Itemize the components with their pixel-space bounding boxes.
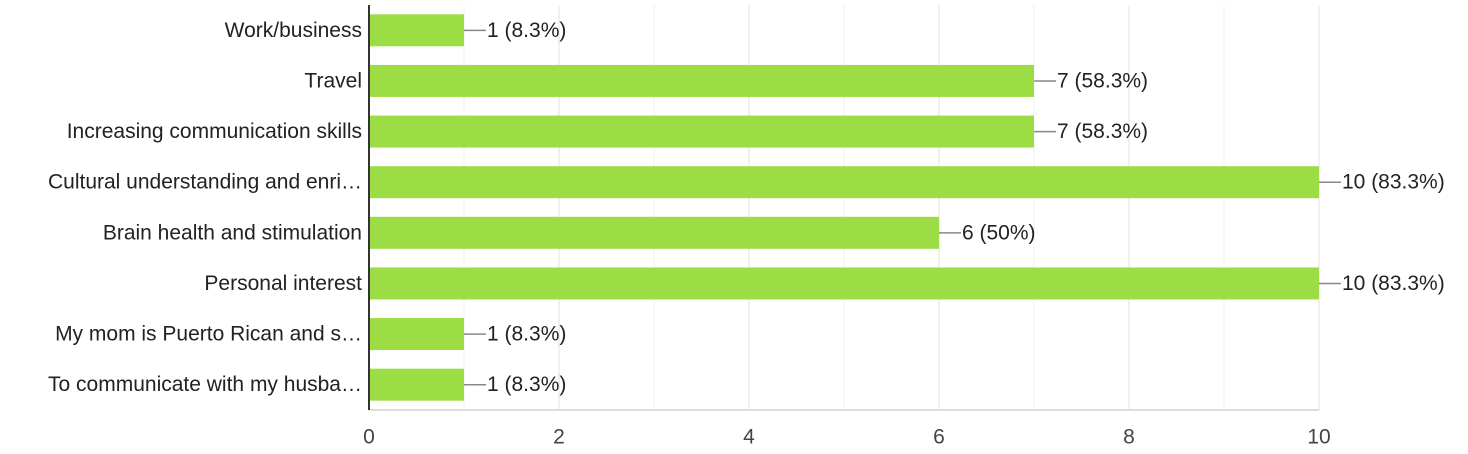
y-tick-label: Work/business	[225, 19, 362, 42]
y-tick-label: Increasing communication skills	[67, 120, 362, 143]
x-tick-label: 4	[743, 426, 755, 449]
bar	[369, 166, 1319, 199]
bar	[369, 64, 1034, 97]
value-label: 1 (8.3%)	[487, 19, 566, 42]
value-label: 6 (50%)	[962, 221, 1036, 244]
x-tick-label: 0	[363, 426, 375, 449]
bar	[369, 14, 464, 47]
x-tick-label: 10	[1307, 426, 1330, 449]
bar	[369, 216, 939, 249]
value-label: 1 (8.3%)	[487, 323, 566, 346]
value-label: 7 (58.3%)	[1057, 69, 1148, 92]
bar	[369, 368, 464, 401]
y-tick-label: Personal interest	[204, 272, 362, 295]
value-label: 10 (83.3%)	[1342, 272, 1445, 295]
y-tick-label: Cultural understanding and enri…	[48, 171, 362, 194]
x-tick-label: 8	[1123, 426, 1135, 449]
bar	[369, 115, 1034, 148]
y-tick-label: To communicate with my husba…	[48, 373, 362, 396]
value-label: 10 (83.3%)	[1342, 171, 1445, 194]
bar	[369, 318, 464, 351]
y-tick-label: Travel	[304, 69, 362, 92]
value-label: 1 (8.3%)	[487, 373, 566, 396]
x-tick-label: 2	[553, 426, 565, 449]
y-tick-label: Brain health and stimulation	[103, 221, 362, 244]
value-label: 7 (58.3%)	[1057, 120, 1148, 143]
bar	[369, 267, 1319, 300]
y-tick-label: My mom is Puerto Rican and s…	[55, 323, 362, 346]
x-tick-label: 6	[933, 426, 945, 449]
